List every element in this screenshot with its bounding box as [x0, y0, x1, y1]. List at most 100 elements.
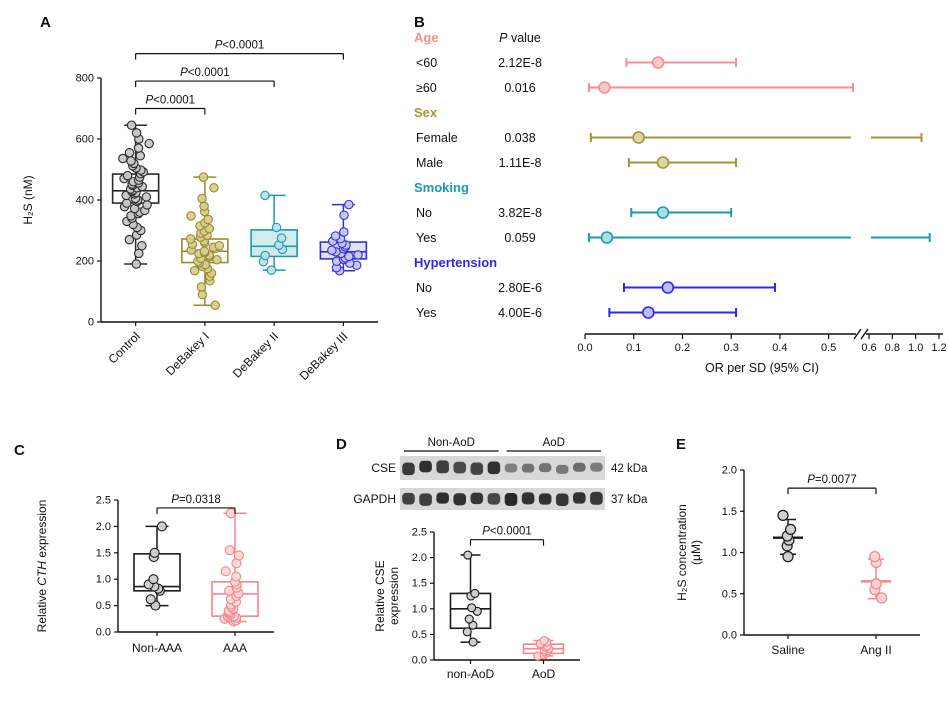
- data-point: [142, 200, 152, 210]
- row-pvalue: 1.11E-8: [499, 156, 542, 170]
- y-tick-label: 0.0: [412, 655, 427, 667]
- axis-break: [853, 328, 862, 340]
- x-tick-label: 0.6: [861, 342, 876, 354]
- x-category-label: DeBakey III: [297, 329, 351, 383]
- data-point: [339, 210, 349, 221]
- blot-band: [504, 492, 518, 506]
- data-point: [124, 234, 135, 245]
- or-point: [598, 81, 611, 94]
- data-point: [209, 183, 219, 193]
- data-point: [344, 251, 354, 262]
- y-tick-label: 600: [76, 134, 94, 146]
- y-tick-label: 1.0: [722, 547, 737, 559]
- blot-strip: [400, 456, 605, 480]
- data-point: [220, 566, 231, 577]
- data-point: [133, 143, 144, 153]
- x-axis-title: OR per SD (95% CI): [705, 361, 819, 375]
- panel-label-a: A: [40, 14, 51, 31]
- x-category-label: DeBakey II: [230, 329, 281, 380]
- panel-e: 0.0 0.5 1.0 1.5 2.0 H₂S concentration (μM) Sali…: [664, 430, 948, 710]
- or-point: [661, 281, 675, 294]
- blot-group-label: Non-AoD: [428, 437, 475, 449]
- blot-band: [487, 493, 501, 505]
- row-label: ≥60: [416, 81, 437, 95]
- data-point: [197, 289, 208, 300]
- h2s-boxplot-chart: 0 200 400 600 800 H₂S (nM) Control DeBakey I DeB…: [21, 40, 378, 383]
- blot-band: [453, 493, 467, 506]
- y-tick-label: 1.5: [412, 578, 427, 590]
- x-category-label: AoD: [532, 667, 556, 681]
- data-point: [233, 550, 244, 561]
- data-point: [210, 300, 220, 310]
- row-label: Yes: [416, 231, 436, 245]
- y-tick-label: 0.0: [722, 630, 737, 642]
- data-point: [353, 250, 363, 260]
- data-point: [539, 635, 549, 646]
- panel-label-b: B: [414, 14, 425, 31]
- data-point: [141, 192, 152, 202]
- or-point: [642, 306, 655, 319]
- data-point: [224, 545, 235, 556]
- data-point: [327, 245, 337, 256]
- blot-band: [538, 493, 552, 505]
- data-point: [203, 214, 213, 225]
- x-tick-label: 0.0: [577, 342, 592, 354]
- blot-strip: [400, 488, 605, 510]
- x-category-label: Ang II: [860, 643, 891, 657]
- blot-weight-label: 37 kDa: [611, 494, 648, 506]
- data-point: [199, 201, 209, 211]
- data-point: [869, 551, 881, 563]
- blot-band: [487, 461, 501, 475]
- blot-band: [470, 492, 484, 505]
- forest-plot-chart: Age P value <60 2.12E-8 ≥60 0.016 Sex Female 0.0…: [414, 30, 947, 375]
- data-point: [470, 588, 480, 598]
- group-header: Sex: [414, 105, 438, 120]
- blot-band: [590, 462, 603, 472]
- data-point: [260, 250, 270, 261]
- data-point: [271, 222, 282, 233]
- row-pvalue: 4.00E-6: [498, 306, 542, 320]
- blot-band: [436, 492, 449, 504]
- y-tick-label: 200: [76, 256, 94, 268]
- x-tick-label: 0.2: [675, 342, 690, 354]
- or-point: [656, 156, 670, 169]
- y-tick-label: 1.0: [96, 574, 111, 586]
- h2s-concentration-chart: 0.0 0.5 1.0 1.5 2.0 H₂S concentration (μM) Sali…: [675, 465, 920, 657]
- axis-break: [860, 328, 869, 340]
- blot-band: [504, 463, 518, 473]
- data-point: [135, 151, 146, 161]
- data-point: [870, 578, 882, 590]
- data-point: [186, 211, 196, 221]
- blot-band: [521, 492, 535, 505]
- y-tick-label: 1.5: [722, 506, 737, 518]
- group-header: Age: [414, 30, 439, 45]
- blot-band: [436, 460, 449, 474]
- data-point: [156, 521, 167, 532]
- panel-b: Age P value <60 2.12E-8 ≥60 0.016 Sex Female 0.0…: [408, 10, 948, 410]
- row-pvalue: 0.059: [504, 231, 535, 245]
- data-point: [198, 172, 209, 182]
- blot-weight-label: 42 kDa: [611, 463, 648, 475]
- row-pvalue: 0.016: [504, 81, 535, 95]
- x-category-label: DeBakey I: [163, 329, 212, 378]
- y-tick-label: 800: [76, 73, 94, 85]
- blot-band: [573, 492, 586, 504]
- blot-band: [402, 492, 415, 505]
- sig-label: P=0.0077: [807, 474, 857, 486]
- row-pvalue: 2.12E-8: [498, 56, 542, 70]
- row-label: No: [416, 281, 432, 295]
- pvalue-header: P value: [499, 31, 541, 45]
- panel-label-d: D: [336, 436, 347, 453]
- row-label: No: [416, 206, 432, 220]
- data-point: [137, 241, 147, 251]
- or-point: [600, 231, 614, 244]
- blot-band: [419, 460, 432, 473]
- blot-protein-label: CSE: [371, 461, 396, 475]
- row-pvalue: 2.80E-6: [498, 281, 542, 295]
- y-tick-label: 1.0: [412, 603, 427, 615]
- data-point: [266, 265, 277, 275]
- or-point: [656, 206, 670, 219]
- y-tick-label: 2.0: [722, 465, 737, 477]
- blot-band: [538, 463, 552, 473]
- blot-band: [470, 462, 484, 475]
